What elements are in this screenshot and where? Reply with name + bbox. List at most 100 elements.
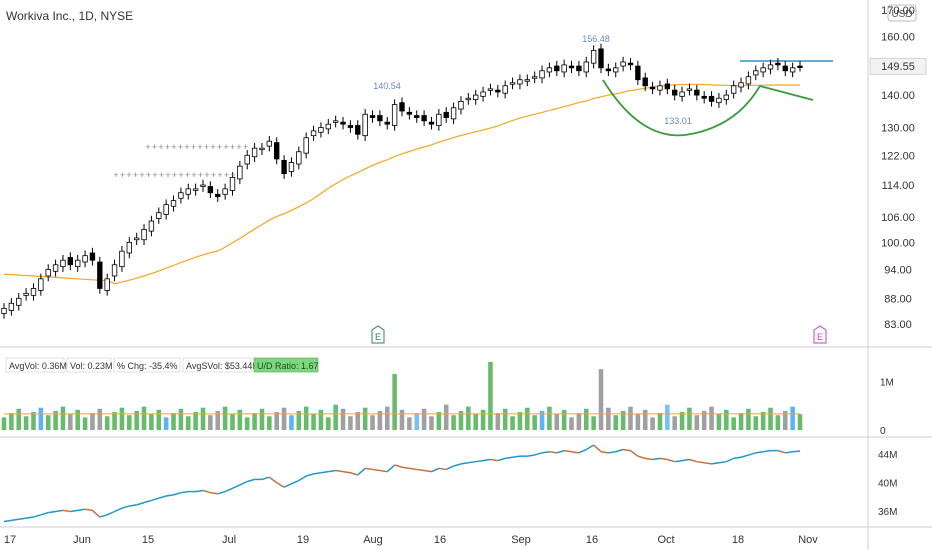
- candle: [701, 91, 707, 104]
- line-segment: [298, 475, 307, 482]
- volume-layer: [1, 361, 803, 430]
- line-segment: [659, 457, 668, 461]
- volume-bar: [790, 406, 795, 430]
- volume-bar: [127, 415, 132, 430]
- volume-bar: [149, 414, 154, 430]
- candle: [458, 96, 464, 115]
- time-axis[interactable]: 17 Jun 15 Jul 19 Aug 16 Sep 16 Oct 18 Nov: [4, 534, 818, 546]
- line-segment: [674, 459, 683, 463]
- line-segment: [55, 509, 64, 513]
- volume-bar: [495, 413, 501, 430]
- candle: [775, 57, 781, 71]
- volume-bar: [569, 417, 574, 430]
- volume-bar: [384, 406, 390, 430]
- volume-bar: [768, 407, 773, 430]
- volume-bar: [746, 408, 751, 430]
- candle: [436, 109, 442, 131]
- line-segment: [482, 458, 491, 462]
- line-segment: [505, 456, 513, 460]
- stat-text: Vol: 0.23M: [70, 361, 113, 371]
- volume-bar: [16, 408, 22, 430]
- candle: [215, 189, 221, 202]
- price-axis[interactable]: 170.00 160.00 149.55 140.00 130.00 122.00 114.…: [869, 5, 927, 331]
- plus-mark: +: [145, 142, 150, 152]
- volume-bar: [200, 407, 206, 430]
- line-segment: [777, 449, 786, 454]
- candle: [384, 116, 390, 130]
- line-segment: [585, 444, 595, 451]
- candle: [760, 62, 766, 78]
- volume-bar: [31, 411, 36, 430]
- volume-bar: [650, 417, 655, 430]
- volume-bar: [657, 413, 663, 430]
- candle: [524, 74, 530, 87]
- volume-bar: [510, 416, 515, 430]
- line-tick-label: 44M: [878, 450, 897, 461]
- candle: [480, 86, 486, 102]
- candle: [355, 120, 361, 140]
- candle: [568, 60, 575, 74]
- ud-ratio-box: [253, 357, 319, 373]
- plus-mark: +: [185, 170, 190, 180]
- line-axis: 44M 40M 36M: [878, 450, 897, 518]
- candle: [730, 80, 737, 99]
- plus-marks-layer: + + + + + + + + + + + + + + + ++ + + + + + + + + + + + + + + + + + +: [113, 142, 248, 180]
- line-segment: [33, 514, 42, 518]
- line-segment: [549, 450, 557, 454]
- candle: [664, 78, 671, 95]
- plus-mark: +: [217, 170, 222, 180]
- line-segment: [556, 449, 565, 454]
- volume-bar: [348, 416, 353, 430]
- plus-mark: +: [113, 170, 118, 180]
- line-segment: [512, 455, 521, 459]
- line-segment: [497, 457, 506, 462]
- candle: [274, 137, 280, 165]
- candle: [465, 93, 472, 105]
- candle: [104, 273, 110, 296]
- candle: [517, 74, 523, 90]
- volume-bar: [561, 409, 567, 430]
- earnings-marker[interactable]: E: [813, 325, 827, 344]
- candle: [657, 80, 663, 96]
- line-segment: [431, 467, 440, 473]
- volume-bar: [429, 416, 434, 430]
- currency-label: USD: [891, 9, 912, 20]
- candle: [325, 118, 331, 135]
- candle: [391, 99, 398, 131]
- candle: [694, 84, 700, 101]
- volume-bar: [82, 417, 88, 430]
- candle: [473, 89, 479, 105]
- earnings-marker[interactable]: E: [371, 325, 385, 344]
- candle: [672, 84, 678, 101]
- currency-badge[interactable]: USD: [887, 4, 917, 22]
- line-segment: [423, 469, 432, 473]
- price-tick-label: 130.00: [881, 123, 915, 135]
- price-labels-layer: 140.54 156.48 133.01: [373, 34, 692, 126]
- line-segment: [409, 467, 417, 471]
- line-segment: [18, 517, 27, 520]
- volume-bar: [333, 404, 338, 430]
- line-segment: [129, 504, 137, 507]
- volume-bar: [185, 416, 191, 430]
- volume-bar: [274, 411, 279, 430]
- candle: [296, 146, 302, 170]
- candle: [207, 181, 214, 199]
- line-segment: [106, 510, 115, 516]
- line-segment: [268, 476, 278, 484]
- candle: [583, 56, 589, 78]
- line-segment: [210, 491, 218, 495]
- line-segment: [261, 476, 270, 481]
- line-segment: [25, 516, 34, 519]
- line-segment: [166, 494, 174, 497]
- candle: [52, 259, 59, 277]
- volume-bar: [193, 411, 198, 430]
- plus-mark: +: [184, 142, 189, 152]
- volume-bar: [606, 407, 611, 430]
- line-segment: [342, 470, 351, 474]
- volume-bar: [377, 410, 383, 430]
- line-segment: [143, 499, 152, 504]
- time-tick-label: Sep: [511, 534, 531, 546]
